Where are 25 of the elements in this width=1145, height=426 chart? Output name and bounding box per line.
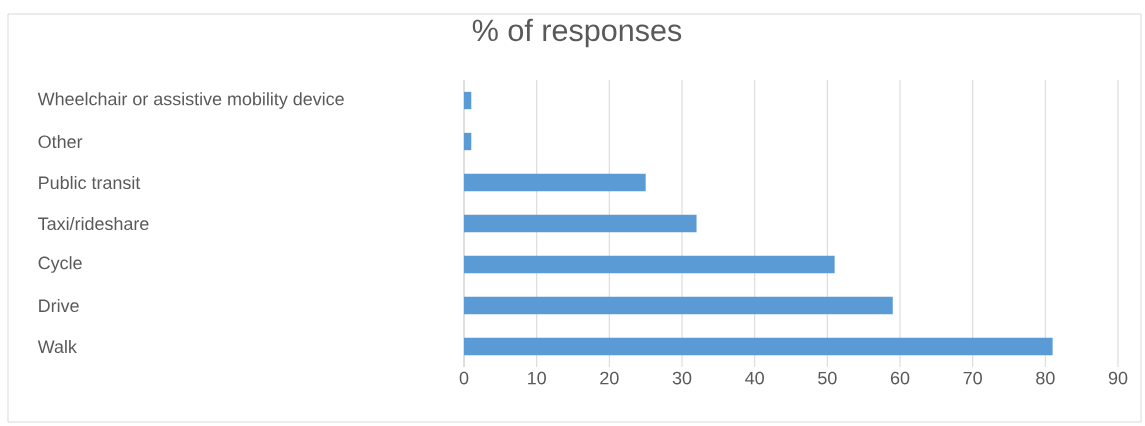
y-tick-label: Walk: [37, 339, 77, 354]
bar: [464, 214, 697, 233]
x-tick-label: 40: [745, 371, 764, 385]
y-tick-label: Taxi/rideshare: [38, 216, 149, 231]
x-tick-label: 20: [600, 371, 619, 385]
bar: [464, 91, 472, 110]
y-tick-label: Cycle: [38, 256, 82, 273]
y-tick-label: Drive: [39, 298, 79, 313]
x-tick-label: 80: [1036, 371, 1055, 385]
x-tick-label: 60: [890, 371, 910, 385]
chart-title: % of responses: [472, 18, 682, 48]
bar: [464, 255, 835, 274]
x-tick-label: 70: [963, 371, 982, 385]
x-tick-label: 10: [528, 371, 546, 385]
bar: [464, 337, 1053, 356]
x-tick-label: 90: [1108, 371, 1128, 385]
x-tick-label: 0: [459, 371, 469, 385]
y-tick-label: Wheelchair or assistive mobility device: [37, 92, 344, 109]
x-tick-label: 50: [818, 371, 837, 385]
y-tick-label: Public transit: [39, 175, 141, 190]
bar: [464, 132, 472, 151]
bar: [464, 173, 646, 192]
x-tick-label: 30: [672, 371, 692, 385]
y-tick-label: Other: [38, 134, 83, 149]
bar: [464, 296, 893, 315]
